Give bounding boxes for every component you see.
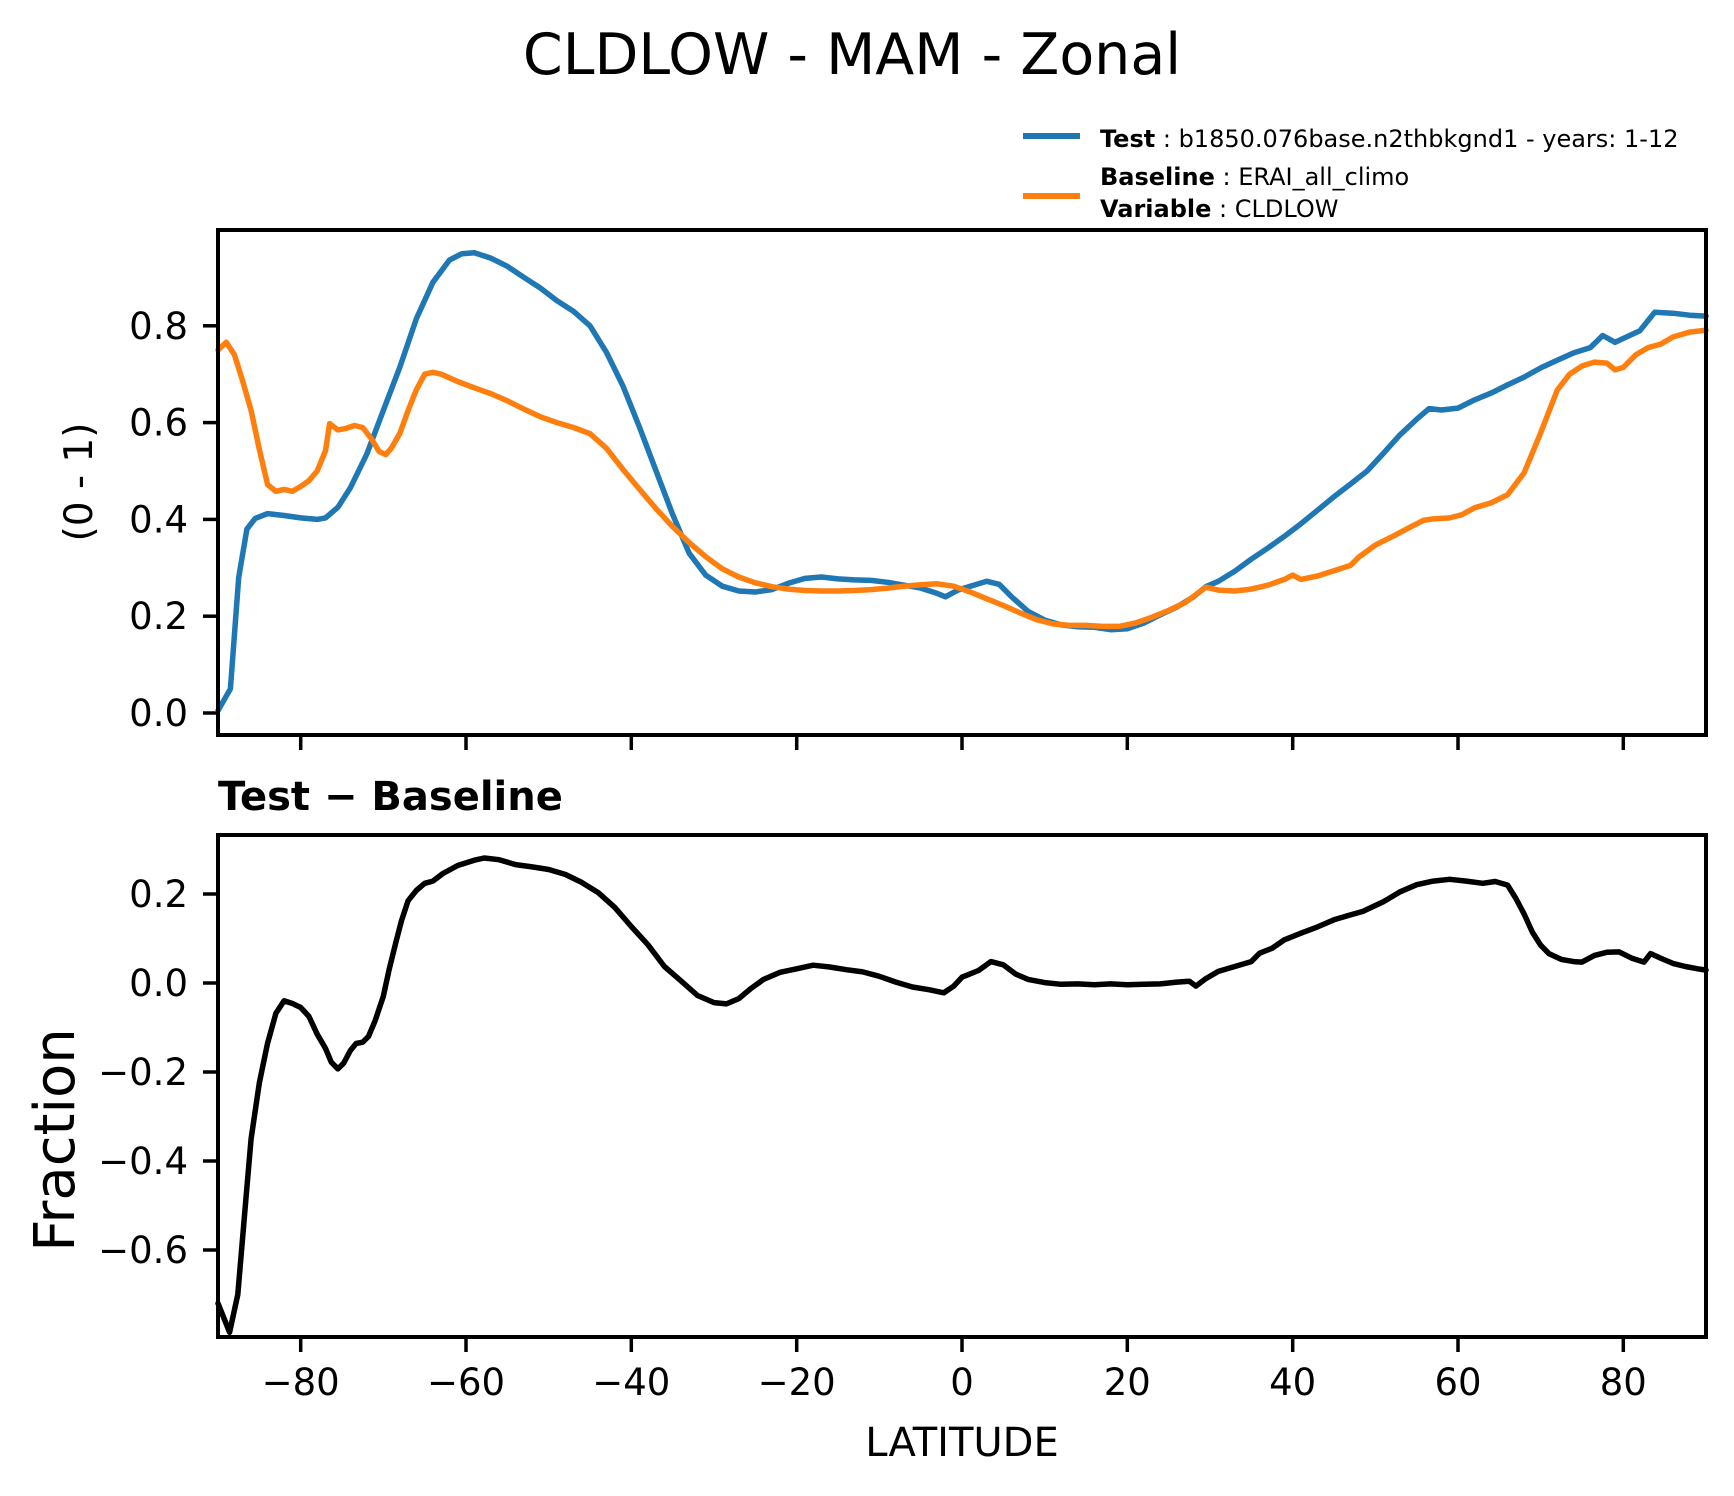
y-tick-label: −0.2: [98, 1051, 188, 1094]
x-tick-label: −40: [592, 1361, 670, 1404]
x-tick-label: −60: [427, 1361, 505, 1404]
x-tick-label: −80: [262, 1361, 340, 1404]
y-tick-label: −0.6: [98, 1229, 188, 1272]
x-tick-label: 60: [1434, 1361, 1481, 1404]
top-panel-axes: 0.0 0.2 0.4 0.6 0.8: [129, 228, 1709, 750]
top-panel-ylabel: (0 - 1): [57, 423, 102, 542]
legend-label-variable: Variable : CLDLOW: [1100, 195, 1339, 223]
bottom-panel-axes: −80 −60 −40 −20 0 20 40 60 80 0.2 0.0 −0.2 −0.4 −0.6: [98, 833, 1709, 1404]
test-line: [215, 249, 1709, 714]
x-tick-label: 20: [1104, 1361, 1151, 1404]
legend-label-baseline: Baseline : ERAI_all_climo: [1100, 163, 1409, 191]
y-tick-label: 0.0: [129, 962, 188, 1005]
legend: Test : b1850.076base.n2thbkgnd1 - years:…: [1023, 125, 1678, 223]
x-axis-label: LATITUDE: [865, 1420, 1058, 1466]
y-tick-label: 0.4: [129, 498, 188, 541]
test-baseline-line: [215, 855, 1709, 1336]
y-tick-label: 0.2: [129, 873, 188, 916]
figure-title: CLDLOW - MAM - Zonal: [523, 22, 1181, 88]
x-tick-label: 0: [950, 1361, 974, 1404]
bottom-panel-title: Test − Baseline: [218, 774, 563, 820]
y-tick-label: 0.2: [129, 595, 188, 638]
axes-frame: [216, 833, 1708, 1339]
x-tick-label: 40: [1269, 1361, 1316, 1404]
y-tick-label: −0.4: [98, 1140, 188, 1183]
y-tick-label: 0.6: [129, 402, 188, 445]
baseline-line: [215, 327, 1709, 630]
bottom-panel-ylabel: Fraction: [23, 1028, 88, 1252]
x-tick-label: 80: [1600, 1361, 1647, 1404]
y-tick-label: 0.8: [129, 305, 188, 348]
y-tick-label: 0.0: [129, 692, 188, 735]
x-tick-label: −20: [758, 1361, 836, 1404]
axes-frame: [216, 228, 1708, 737]
legend-label-test: Test : b1850.076base.n2thbkgnd1 - years:…: [1100, 125, 1678, 153]
